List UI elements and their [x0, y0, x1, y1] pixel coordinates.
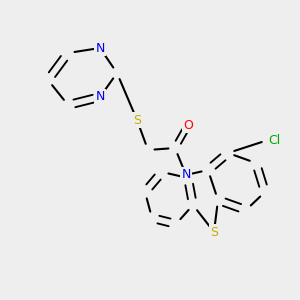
- Text: N: N: [95, 91, 105, 103]
- Text: S: S: [133, 113, 141, 127]
- Text: N: N: [181, 169, 191, 182]
- Text: Cl: Cl: [268, 134, 280, 146]
- Text: O: O: [183, 118, 193, 131]
- Text: S: S: [210, 226, 218, 238]
- Text: N: N: [95, 41, 105, 55]
